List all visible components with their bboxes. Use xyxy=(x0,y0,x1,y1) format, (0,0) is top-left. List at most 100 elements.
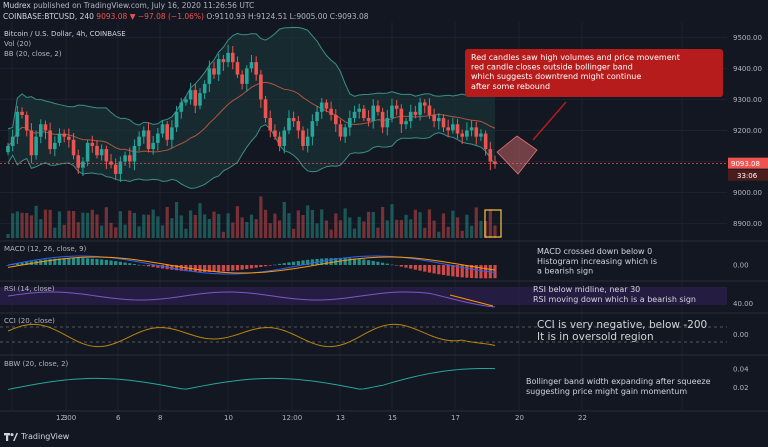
macd-histogram-bar xyxy=(409,265,413,269)
volume-bar xyxy=(142,214,146,238)
candle-body xyxy=(469,127,474,131)
macd-histogram-bar xyxy=(465,265,469,278)
volume-bar xyxy=(174,202,179,238)
macd-histogram-bar xyxy=(198,265,202,272)
macd-pane-title: MACD (12, 26, close, 9) xyxy=(4,245,87,253)
macd-histogram-bar xyxy=(418,265,422,271)
candle-body xyxy=(212,68,216,75)
candle-body xyxy=(132,145,137,162)
countdown-tag-label: 33:06 xyxy=(737,172,758,180)
time-axis-label: 17 xyxy=(451,414,460,422)
macd-histogram-bar xyxy=(76,258,80,265)
volume-bar xyxy=(479,220,483,238)
candle-body xyxy=(254,62,258,75)
candle-body xyxy=(43,124,48,131)
volume-bar xyxy=(76,222,80,238)
macd-histogram-bar xyxy=(231,265,235,271)
volume-bar xyxy=(455,217,460,238)
macd-histogram-bar xyxy=(277,263,282,265)
macd-histogram-bar xyxy=(437,265,441,275)
bbw-axis-label: 0.02 xyxy=(733,384,749,392)
volume-bar xyxy=(465,214,469,238)
price-annotation-line: Red candles saw high volumes and price m… xyxy=(471,53,680,62)
rsi-annotation-line: RSI moving down which is a bearish sign xyxy=(533,295,696,304)
volume-bar xyxy=(114,227,118,238)
macd-histogram-bar xyxy=(39,260,43,265)
candle-body xyxy=(165,124,170,140)
macd-annotation-line: Histogram increasing which is xyxy=(537,257,657,266)
candle-body xyxy=(137,136,141,146)
author-name[interactable]: Mudrex xyxy=(3,1,31,10)
candle-body xyxy=(427,105,432,115)
candle-body xyxy=(282,130,287,146)
macd-histogram-bar xyxy=(62,258,66,265)
macd-histogram-bar xyxy=(427,265,432,273)
volume-bar xyxy=(366,211,371,238)
macd-histogram-bar xyxy=(362,259,366,265)
candle-body xyxy=(198,93,202,106)
candle-body xyxy=(366,118,371,122)
cci-axis-label: 0.00 xyxy=(733,331,749,339)
volume-bar xyxy=(57,211,62,238)
symbol-line: COINBASE:BTCUSD, 240 9093.08 ▼ −97.08 (−… xyxy=(3,11,768,22)
candle-body xyxy=(362,108,366,119)
rsi-axis-label: 40.00 xyxy=(733,300,753,308)
candle-body xyxy=(202,83,207,94)
volume-bar xyxy=(95,214,99,238)
time-axis-label: 10 xyxy=(224,414,233,422)
volume-bar xyxy=(399,220,403,238)
volume-highlight-box xyxy=(484,209,502,238)
volume-bar xyxy=(226,213,230,238)
candle-body xyxy=(385,118,390,128)
candle-body xyxy=(483,133,488,150)
volume-bar xyxy=(493,225,497,238)
macd-histogram-bar xyxy=(263,265,268,267)
candle-body xyxy=(296,121,301,131)
candle-body xyxy=(380,111,385,128)
macd-histogram-bar xyxy=(104,259,108,265)
candle-body xyxy=(76,155,81,168)
volume-bar xyxy=(324,220,329,238)
volume-bar xyxy=(217,214,221,238)
volume-bar xyxy=(6,234,10,238)
tradingview-logo[interactable]: TradingView xyxy=(4,432,69,441)
candle-body xyxy=(268,118,273,131)
volume-bar xyxy=(221,231,226,238)
volume-bar xyxy=(329,229,333,238)
volume-bar xyxy=(62,224,66,238)
macd-histogram-bar xyxy=(53,258,57,265)
volume-bar xyxy=(362,221,366,238)
volume-bar xyxy=(132,213,137,238)
candle-body xyxy=(441,118,446,128)
candle-body xyxy=(146,130,151,150)
candle-body xyxy=(240,74,244,84)
volume-bar xyxy=(15,211,19,238)
candle-body xyxy=(109,161,113,165)
volume-bar xyxy=(90,209,94,238)
candle-body xyxy=(310,121,315,137)
volume-bar xyxy=(315,223,319,238)
macd-histogram-bar xyxy=(207,265,211,272)
macd-histogram-bar xyxy=(268,265,272,266)
candle-body xyxy=(151,142,155,150)
volume-bar xyxy=(39,219,43,238)
macd-histogram-bar xyxy=(203,265,207,272)
volume-bar xyxy=(137,226,141,238)
volume-bar xyxy=(179,215,183,238)
macd-histogram-bar xyxy=(371,260,375,265)
time-axis-label: 3 xyxy=(63,414,67,422)
volume-bar xyxy=(427,209,432,238)
volume-bar xyxy=(385,220,389,238)
chart-canvas[interactable]: 9500.009400.009300.009200.009100.009000.… xyxy=(0,22,768,432)
volume-bar xyxy=(151,209,155,238)
macd-histogram-bar xyxy=(404,265,408,268)
volume-bar xyxy=(193,215,197,238)
volume-bar xyxy=(189,210,193,238)
candle-body xyxy=(118,161,123,174)
candle-body xyxy=(10,136,15,146)
candle-body xyxy=(245,68,249,84)
candle-body xyxy=(394,105,399,109)
volume-bar xyxy=(203,214,207,238)
candle-body xyxy=(29,130,34,156)
